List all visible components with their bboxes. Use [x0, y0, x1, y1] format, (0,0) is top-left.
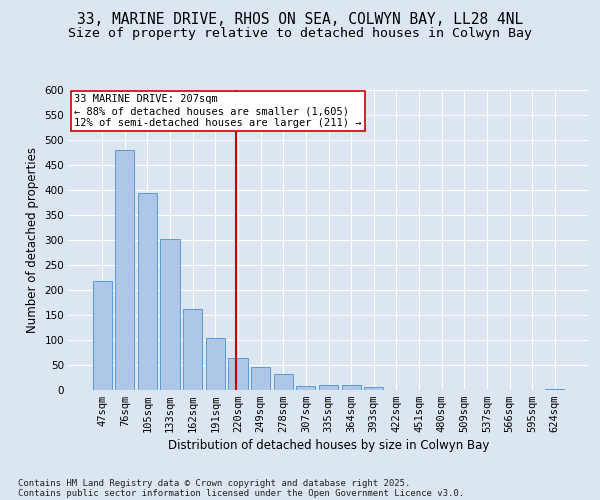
Bar: [183, 308, 202, 390]
Y-axis label: Number of detached properties: Number of detached properties: [26, 147, 39, 333]
Bar: [296, 386, 316, 390]
Text: 33 MARINE DRIVE: 207sqm
← 88% of detached houses are smaller (1,605)
12% of semi: 33 MARINE DRIVE: 207sqm ← 88% of detache…: [74, 94, 362, 128]
Bar: [274, 374, 293, 390]
Bar: [251, 366, 270, 390]
Bar: [115, 150, 134, 390]
Bar: [138, 192, 157, 390]
Bar: [160, 238, 180, 390]
Bar: [229, 358, 248, 390]
Text: 33, MARINE DRIVE, RHOS ON SEA, COLWYN BAY, LL28 4NL: 33, MARINE DRIVE, RHOS ON SEA, COLWYN BA…: [77, 12, 523, 28]
Text: Size of property relative to detached houses in Colwyn Bay: Size of property relative to detached ho…: [68, 28, 532, 40]
X-axis label: Distribution of detached houses by size in Colwyn Bay: Distribution of detached houses by size …: [168, 440, 489, 452]
Text: Contains HM Land Registry data © Crown copyright and database right 2025.: Contains HM Land Registry data © Crown c…: [18, 478, 410, 488]
Bar: [364, 387, 383, 390]
Bar: [341, 385, 361, 390]
Bar: [545, 388, 565, 390]
Text: Contains public sector information licensed under the Open Government Licence v3: Contains public sector information licen…: [18, 488, 464, 498]
Bar: [92, 281, 112, 390]
Bar: [319, 385, 338, 390]
Bar: [206, 338, 225, 390]
